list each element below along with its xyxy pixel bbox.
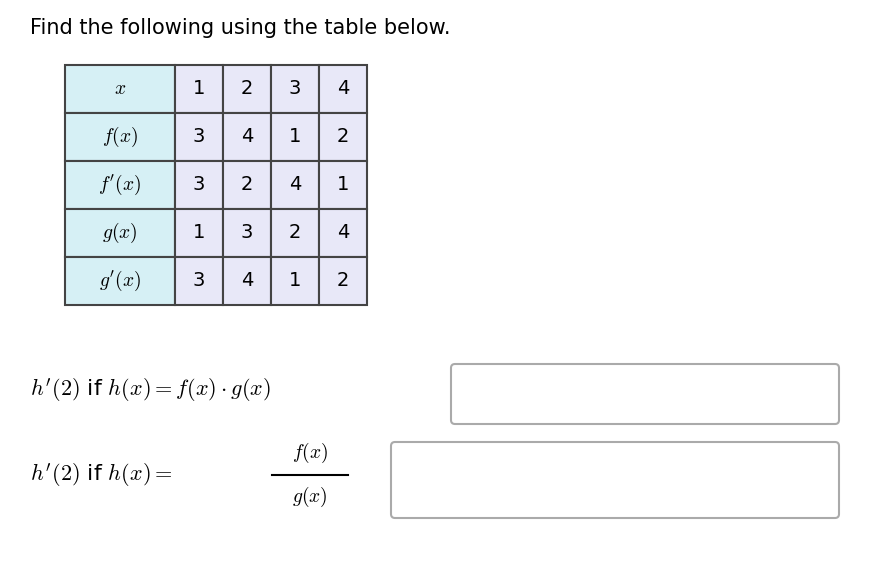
Bar [319, 257, 367, 305]
Bar [65, 257, 175, 305]
Text: 2: 2 [240, 176, 253, 194]
Text: $g'(x)$: $g'(x)$ [99, 269, 141, 293]
Bar [65, 209, 175, 257]
Text: 2: 2 [240, 79, 253, 99]
Text: 3: 3 [192, 271, 206, 291]
FancyBboxPatch shape [391, 442, 839, 518]
Text: 1: 1 [192, 79, 206, 99]
Text: $f'(x)$: $f'(x)$ [98, 173, 142, 197]
Text: 2: 2 [337, 127, 349, 146]
Text: 4: 4 [240, 271, 253, 291]
Bar [271, 161, 319, 209]
Text: 3: 3 [192, 176, 206, 194]
Bar [223, 113, 271, 161]
Bar [175, 113, 223, 161]
Bar [223, 65, 271, 113]
Text: $g(x)$: $g(x)$ [292, 485, 327, 509]
Text: $g(x)$: $g(x)$ [102, 221, 138, 245]
Bar [271, 65, 319, 113]
Bar [319, 65, 367, 113]
Text: 2: 2 [337, 271, 349, 291]
Text: 2: 2 [289, 224, 301, 243]
Text: 1: 1 [192, 224, 206, 243]
Bar [175, 161, 223, 209]
Bar [175, 65, 223, 113]
Bar [319, 209, 367, 257]
Bar [271, 113, 319, 161]
Bar [271, 257, 319, 305]
Bar [65, 65, 175, 113]
Bar [223, 257, 271, 305]
Text: 4: 4 [289, 176, 301, 194]
Bar [65, 113, 175, 161]
Text: $h'(2)$ if $h(x) = f(x) \cdot g(x)$: $h'(2)$ if $h(x) = f(x) \cdot g(x)$ [30, 376, 271, 404]
Text: $x$: $x$ [114, 79, 126, 99]
Text: 4: 4 [337, 224, 349, 243]
Bar [65, 161, 175, 209]
Text: $f(x)$: $f(x)$ [292, 441, 328, 465]
Text: 1: 1 [289, 127, 301, 146]
Text: Find the following using the table below.: Find the following using the table below… [30, 18, 450, 38]
Text: 4: 4 [337, 79, 349, 99]
Bar [223, 209, 271, 257]
Text: $h'(2)$ if $h(x) = $: $h'(2)$ if $h(x) = $ [30, 461, 172, 489]
Text: 1: 1 [289, 271, 301, 291]
Bar [319, 161, 367, 209]
Bar [271, 209, 319, 257]
Text: 1: 1 [337, 176, 349, 194]
Bar [175, 257, 223, 305]
Text: 3: 3 [289, 79, 301, 99]
Text: 3: 3 [192, 127, 206, 146]
Bar [175, 209, 223, 257]
FancyBboxPatch shape [451, 364, 839, 424]
Text: 4: 4 [240, 127, 253, 146]
Text: 3: 3 [240, 224, 253, 243]
Text: $f(x)$: $f(x)$ [102, 125, 138, 149]
Bar [319, 113, 367, 161]
Bar [223, 161, 271, 209]
